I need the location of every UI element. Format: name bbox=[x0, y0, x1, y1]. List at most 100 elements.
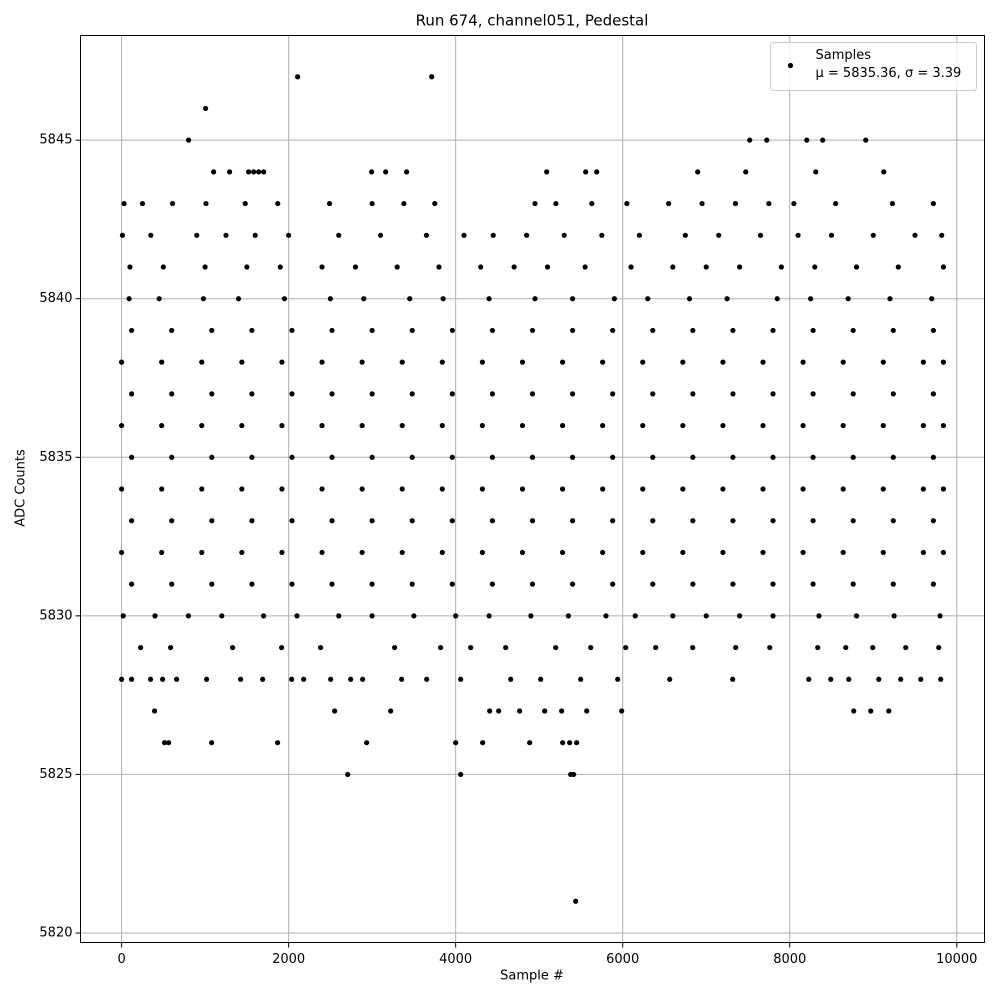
point bbox=[767, 644, 773, 651]
point bbox=[399, 359, 405, 365]
point bbox=[853, 613, 860, 619]
point bbox=[275, 740, 281, 746]
point bbox=[730, 391, 736, 397]
point bbox=[600, 549, 606, 556]
point bbox=[890, 391, 896, 397]
point bbox=[816, 613, 822, 619]
point bbox=[439, 486, 445, 492]
point bbox=[348, 676, 354, 682]
point bbox=[404, 169, 410, 175]
point bbox=[747, 137, 753, 143]
point bbox=[328, 676, 334, 682]
point bbox=[185, 137, 192, 143]
point bbox=[329, 391, 335, 397]
point bbox=[289, 676, 295, 682]
point bbox=[479, 486, 485, 492]
point bbox=[889, 200, 896, 207]
point bbox=[567, 740, 573, 746]
point bbox=[209, 454, 215, 460]
point bbox=[881, 169, 887, 175]
point bbox=[650, 454, 656, 460]
point bbox=[432, 200, 438, 207]
point bbox=[529, 454, 536, 460]
point bbox=[119, 232, 126, 238]
point bbox=[895, 264, 901, 270]
point bbox=[345, 771, 351, 778]
point bbox=[436, 264, 442, 270]
point bbox=[369, 200, 375, 207]
point bbox=[542, 708, 548, 714]
point bbox=[401, 200, 407, 207]
point bbox=[295, 74, 301, 80]
point bbox=[703, 613, 709, 619]
point bbox=[640, 359, 646, 365]
point bbox=[559, 486, 566, 492]
point bbox=[868, 708, 874, 714]
point bbox=[667, 676, 673, 682]
point bbox=[319, 359, 325, 365]
point bbox=[223, 232, 229, 238]
point bbox=[168, 644, 174, 651]
point bbox=[439, 359, 445, 365]
point bbox=[690, 454, 696, 460]
point bbox=[538, 676, 544, 682]
point bbox=[129, 581, 135, 587]
point bbox=[239, 422, 245, 429]
point bbox=[200, 296, 207, 302]
point bbox=[487, 708, 493, 714]
point bbox=[277, 264, 283, 270]
point bbox=[619, 708, 625, 714]
point bbox=[890, 581, 896, 587]
point bbox=[449, 518, 455, 524]
point bbox=[326, 200, 333, 207]
point bbox=[251, 169, 257, 175]
point bbox=[810, 327, 816, 334]
point bbox=[770, 454, 776, 460]
point bbox=[912, 232, 918, 238]
point bbox=[352, 264, 359, 270]
point bbox=[930, 200, 936, 207]
point bbox=[260, 676, 266, 682]
point bbox=[936, 644, 942, 651]
point bbox=[724, 296, 730, 302]
point bbox=[850, 581, 856, 587]
point bbox=[680, 359, 686, 365]
point bbox=[610, 327, 616, 334]
y-tick-label: 5845 bbox=[39, 133, 72, 148]
point bbox=[151, 708, 158, 714]
point bbox=[760, 422, 766, 429]
point bbox=[486, 296, 492, 302]
point bbox=[920, 422, 926, 429]
point bbox=[169, 454, 175, 460]
point bbox=[730, 581, 736, 587]
point bbox=[392, 644, 398, 651]
plot-frame bbox=[80, 35, 985, 943]
point bbox=[939, 232, 945, 238]
point bbox=[120, 613, 126, 619]
point bbox=[650, 518, 656, 524]
point bbox=[686, 296, 693, 302]
legend-note: μ = 5835.36, σ = 3.39 bbox=[816, 66, 962, 81]
point bbox=[559, 549, 566, 556]
point bbox=[650, 391, 656, 397]
point bbox=[359, 422, 365, 429]
point bbox=[594, 169, 600, 175]
point bbox=[203, 105, 209, 112]
point bbox=[800, 359, 806, 365]
point bbox=[737, 613, 743, 619]
point bbox=[129, 454, 135, 460]
point bbox=[524, 232, 530, 238]
point bbox=[239, 486, 245, 492]
point bbox=[737, 264, 743, 270]
point bbox=[159, 676, 166, 682]
point bbox=[209, 391, 215, 397]
x-tick-label: 0 bbox=[117, 952, 125, 967]
point bbox=[336, 232, 342, 238]
point bbox=[281, 296, 288, 302]
point bbox=[399, 676, 405, 682]
point bbox=[851, 708, 857, 714]
point bbox=[529, 391, 536, 397]
point bbox=[407, 296, 413, 302]
point bbox=[369, 454, 375, 460]
point bbox=[589, 200, 595, 207]
